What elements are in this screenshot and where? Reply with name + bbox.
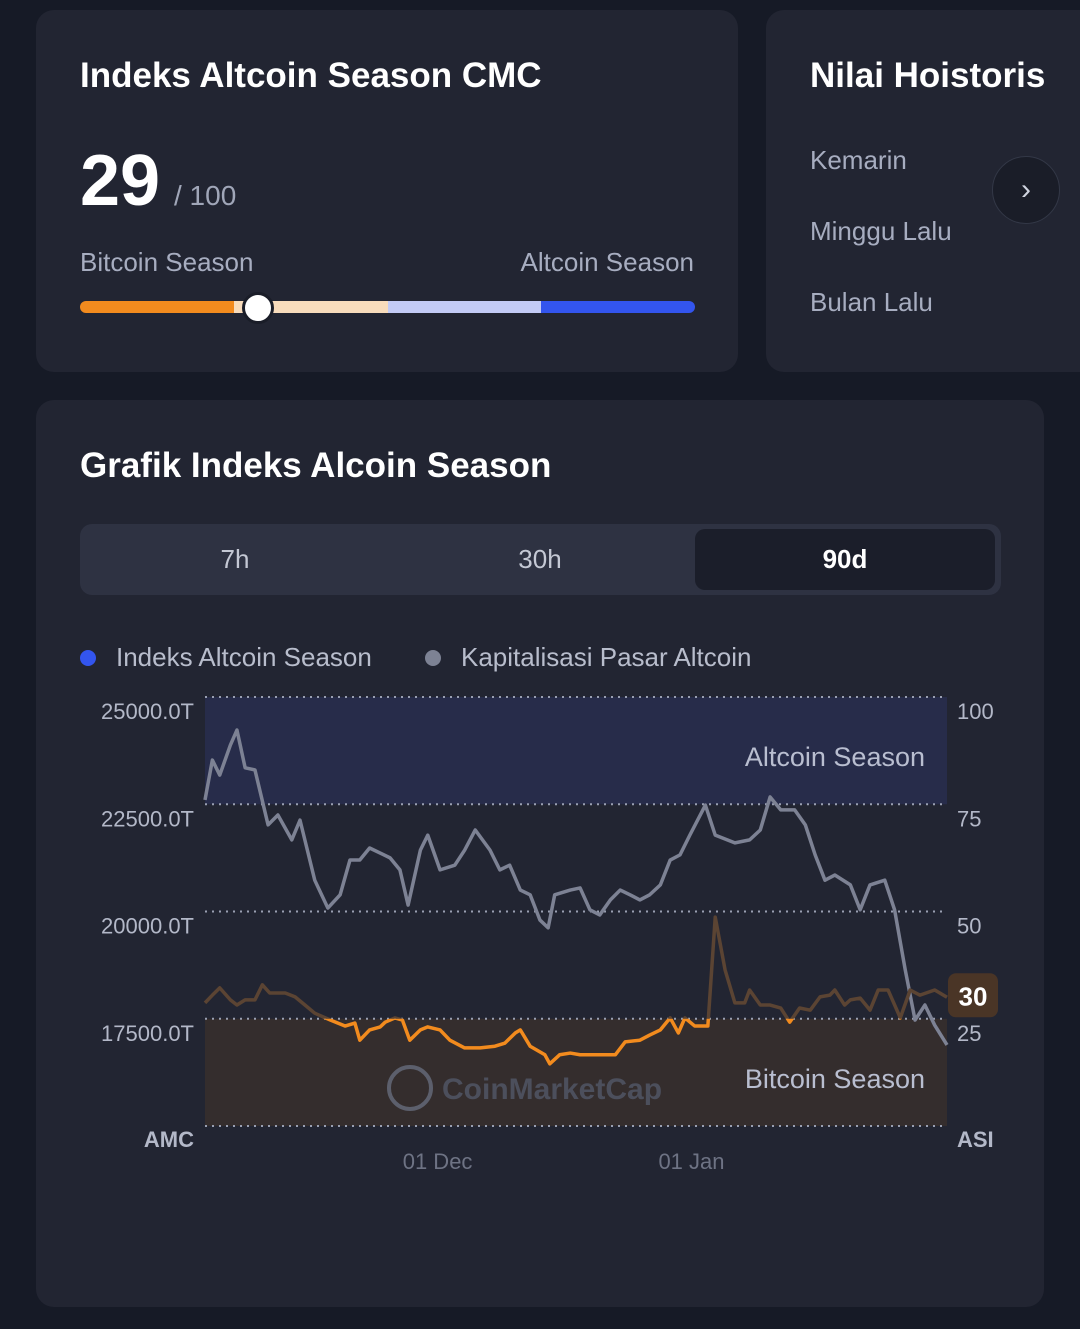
left-tick-label: 20000.0T (101, 914, 194, 939)
gauge-segment-bitcoin (80, 301, 234, 313)
legend-label: Indeks Altcoin Season (116, 642, 372, 672)
history-last-month: Bulan Lalu (810, 287, 933, 317)
current-value-badge (948, 973, 998, 1018)
right-tick-label: 75 (957, 806, 981, 831)
historical-values-card: Nilai Hoistoris Kemarin Minggu Lalu Bula… (766, 10, 1080, 372)
chart-card: Grafik Indeks Alcoin Season 7h 30h 90d I… (36, 400, 1044, 1307)
tab-90d[interactable]: 90d (695, 529, 995, 590)
history-last-week: Minggu Lalu (810, 216, 952, 246)
next-button[interactable]: › (992, 156, 1060, 224)
index-line-low (323, 1018, 902, 1066)
zone-altcoin (205, 697, 947, 805)
right-axis-title: ASI (957, 1127, 994, 1152)
left-tick-label: 17500.0T (101, 1021, 194, 1046)
card-title: Indeks Altcoin Season CMC (80, 56, 542, 95)
gauge-segment-altcoin (541, 301, 695, 313)
left-axis-title: AMC (144, 1127, 194, 1152)
timeframe-tabs: 7h 30h 90d (80, 524, 1001, 595)
right-tick-label: 25 (957, 1021, 981, 1046)
history-yesterday: Kemarin (810, 145, 907, 175)
zone-bitcoin (205, 1018, 947, 1126)
legend-item-market-cap[interactable]: Kapitalisasi Pasar Altcoin (425, 642, 751, 673)
index-max: / 100 (174, 180, 237, 211)
blue-dot-icon (80, 649, 96, 666)
gray-dot-icon (425, 649, 441, 666)
legend-item-index[interactable]: Indeks Altcoin Season (80, 642, 372, 673)
chevron-right-icon: › (1021, 173, 1031, 206)
index-line-mid (203, 915, 948, 1019)
watermark: CoinMarketCap (442, 1073, 662, 1106)
coinmarketcap-logo-icon (387, 1065, 433, 1111)
altcoin-season-label: Altcoin Season (520, 247, 694, 277)
altcoin-index-card: Indeks Altcoin Season CMC 29 / 100 Bitco… (36, 10, 738, 372)
zone-label: Bitcoin Season (745, 1064, 925, 1094)
x-tick-label: 01 Jan (658, 1149, 724, 1174)
tab-7h[interactable]: 7h (220, 544, 250, 574)
right-tick-label: 50 (957, 914, 981, 939)
gauge-knob (242, 292, 275, 324)
gauge-segment-neutral-high (387, 301, 542, 313)
card-title: Nilai Hoistoris (810, 56, 1046, 95)
current-value-label: 30 (959, 981, 988, 1011)
x-tick-label: 01 Dec (403, 1149, 473, 1174)
market-cap-line (203, 728, 949, 1046)
index-value: 29 (80, 141, 161, 221)
right-tick-label: 100 (957, 699, 994, 724)
tab-30h[interactable]: 30h (518, 544, 562, 574)
left-tick-label: 22500.0T (101, 806, 194, 831)
left-tick-label: 25000.0T (101, 699, 194, 724)
chart-title: Grafik Indeks Alcoin Season (80, 446, 552, 485)
bitcoin-season-label: Bitcoin Season (80, 247, 254, 277)
zone-label: Altcoin Season (745, 742, 925, 772)
legend-label: Kapitalisasi Pasar Altcoin (461, 642, 752, 672)
